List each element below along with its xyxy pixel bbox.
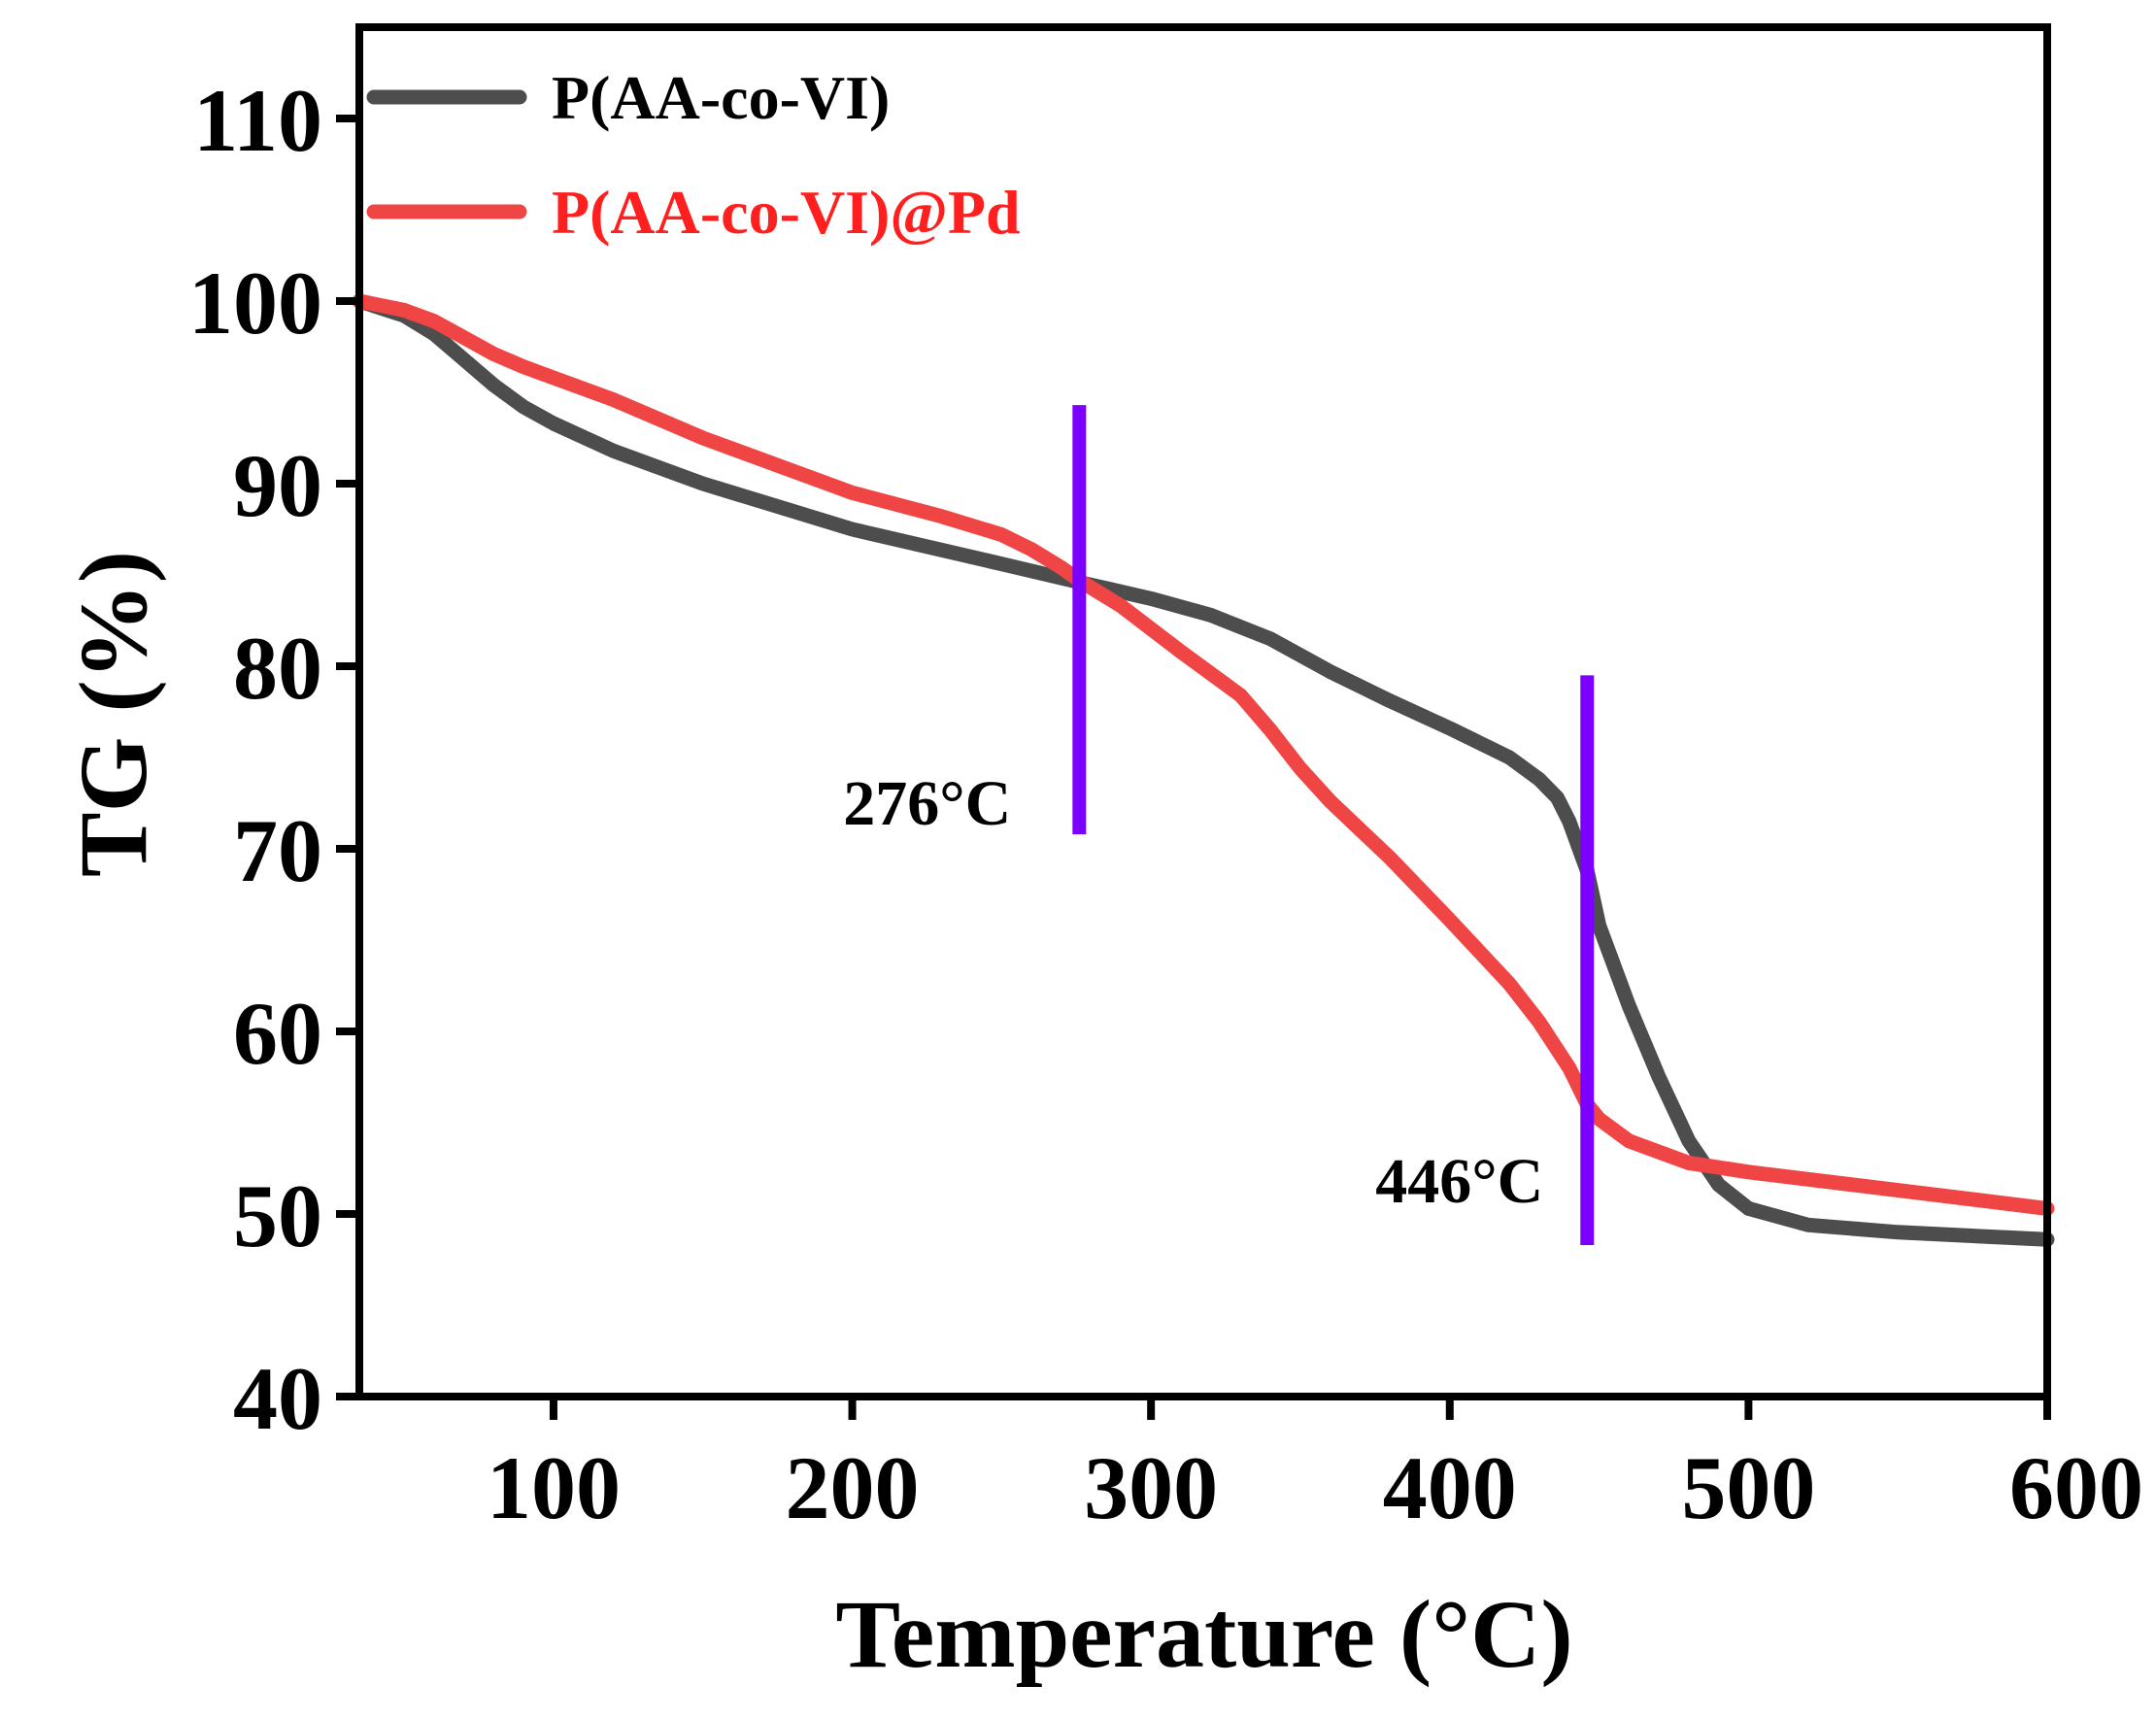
annotation-layer: 276°C 446°C bbox=[843, 405, 1595, 1245]
legend: P(AA-co-VI) P(AA-co-VI)@Pd bbox=[366, 63, 1021, 247]
y-tick-label-80: 80 bbox=[233, 619, 322, 718]
x-tick-label-100: 100 bbox=[487, 1438, 621, 1537]
y-tick-label-50: 50 bbox=[233, 1166, 322, 1265]
y-axis-title: TG (%) bbox=[59, 551, 167, 877]
x-tick-label-300: 300 bbox=[1084, 1438, 1218, 1537]
legend-label-2: P(AA-co-VI)@Pd bbox=[552, 178, 1021, 247]
series-line-1 bbox=[352, 293, 2055, 1247]
x-tick-label-600: 600 bbox=[2009, 1438, 2143, 1537]
y-tick-label-100: 100 bbox=[188, 253, 322, 353]
x-tick-label-400: 400 bbox=[1383, 1438, 1517, 1537]
y-tick-label-40: 40 bbox=[233, 1349, 322, 1448]
transition-label-1: 276°C bbox=[843, 768, 1011, 839]
x-axis-title: Temperature (°C) bbox=[835, 1580, 1572, 1688]
y-tick-label-110: 110 bbox=[193, 71, 322, 170]
x-tick-label-500: 500 bbox=[1681, 1438, 1815, 1537]
transition-label-2: 446°C bbox=[1375, 1146, 1543, 1217]
y-tick-label-70: 70 bbox=[233, 801, 322, 900]
series-line-2 bbox=[352, 293, 2055, 1216]
x-tick-label-200: 200 bbox=[786, 1438, 920, 1537]
y-tick-label-60: 60 bbox=[233, 984, 322, 1083]
series-layer bbox=[352, 293, 2055, 1247]
legend-label-1: P(AA-co-VI) bbox=[552, 63, 890, 132]
tick-layer: 100 200 300 400 500 600 40 50 60 70 80 90 100 110 bbox=[188, 71, 2143, 1537]
plot-frame bbox=[355, 23, 2051, 1400]
y-tick-label-90: 90 bbox=[233, 436, 322, 535]
